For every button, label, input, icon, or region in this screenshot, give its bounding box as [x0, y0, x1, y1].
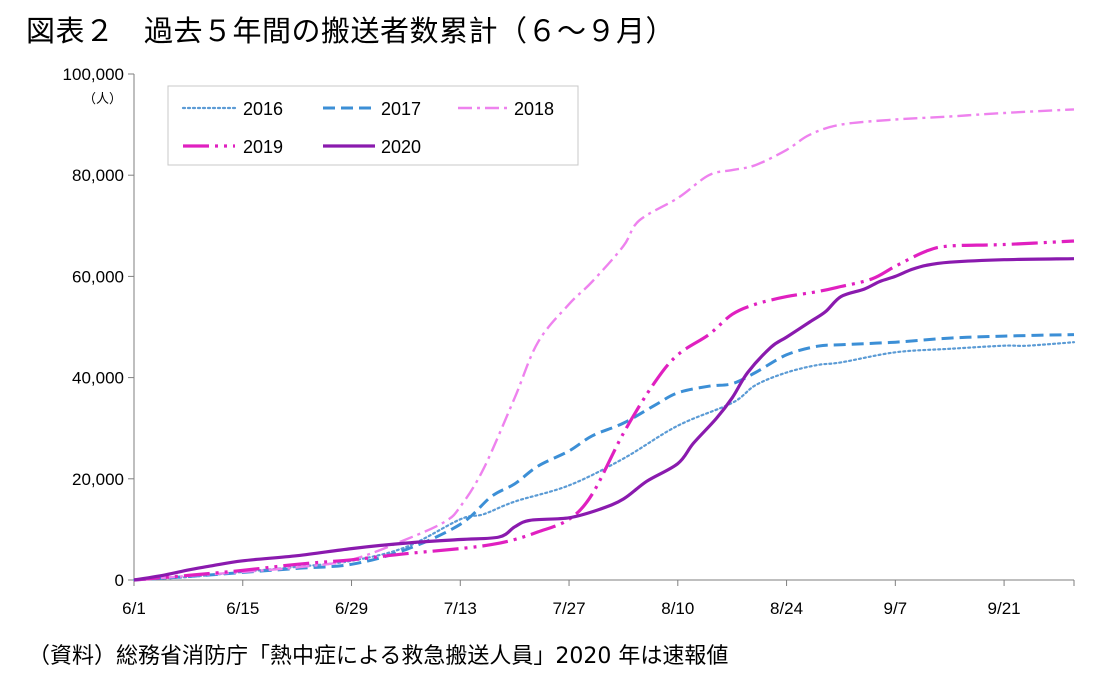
legend-label-2017: 2017 — [381, 99, 421, 119]
series-line-2019 — [133, 239, 1075, 582]
x-tick-label: 7/27 — [552, 599, 585, 618]
x-tick-label: 8/10 — [661, 599, 694, 618]
chart-title: 図表２ 過去５年間の搬送者数累計（６～９月） — [26, 14, 676, 48]
legend: 2016 2017 2018 2019 2020 — [167, 85, 579, 166]
legend-label-2016: 2016 — [243, 99, 283, 119]
legend-label-2019: 2019 — [243, 137, 283, 157]
series-line-2017 — [133, 333, 1075, 582]
legend-label-2018: 2018 — [514, 99, 554, 119]
y-tick-label: 40,000 — [72, 369, 124, 388]
series-lines — [132, 108, 1076, 582]
chart-axes: 0 20,000 40,000 60,000 80,000 100,000 （人） 6/1 6/… — [63, 65, 1075, 618]
y-unit-label: （人） — [83, 92, 122, 107]
source-note: （資料）総務省消防庁「熱中症による救急搬送人員」2020 年は速報値 — [28, 644, 729, 669]
y-tick-label: 60,000 — [72, 267, 124, 286]
y-tick-label: 20,000 — [72, 470, 124, 489]
y-tick-label: 0 — [115, 571, 124, 590]
series-line-2020 — [133, 257, 1075, 582]
x-tick-label: 7/13 — [444, 599, 477, 618]
series-line-2016 — [132, 341, 1076, 582]
y-tick-label: 80,000 — [72, 166, 124, 185]
x-tick-label: 9/21 — [988, 599, 1021, 618]
x-tick-label: 8/24 — [770, 599, 803, 618]
x-tick-label: 6/29 — [335, 599, 368, 618]
y-tick-label: 100,000 — [63, 65, 124, 84]
x-tick-label: 9/7 — [884, 599, 908, 618]
legend-label-2020: 2020 — [381, 137, 421, 157]
x-tick-label: 6/15 — [226, 599, 259, 618]
x-tick-label: 6/1 — [122, 599, 146, 618]
legend-box — [167, 85, 579, 166]
